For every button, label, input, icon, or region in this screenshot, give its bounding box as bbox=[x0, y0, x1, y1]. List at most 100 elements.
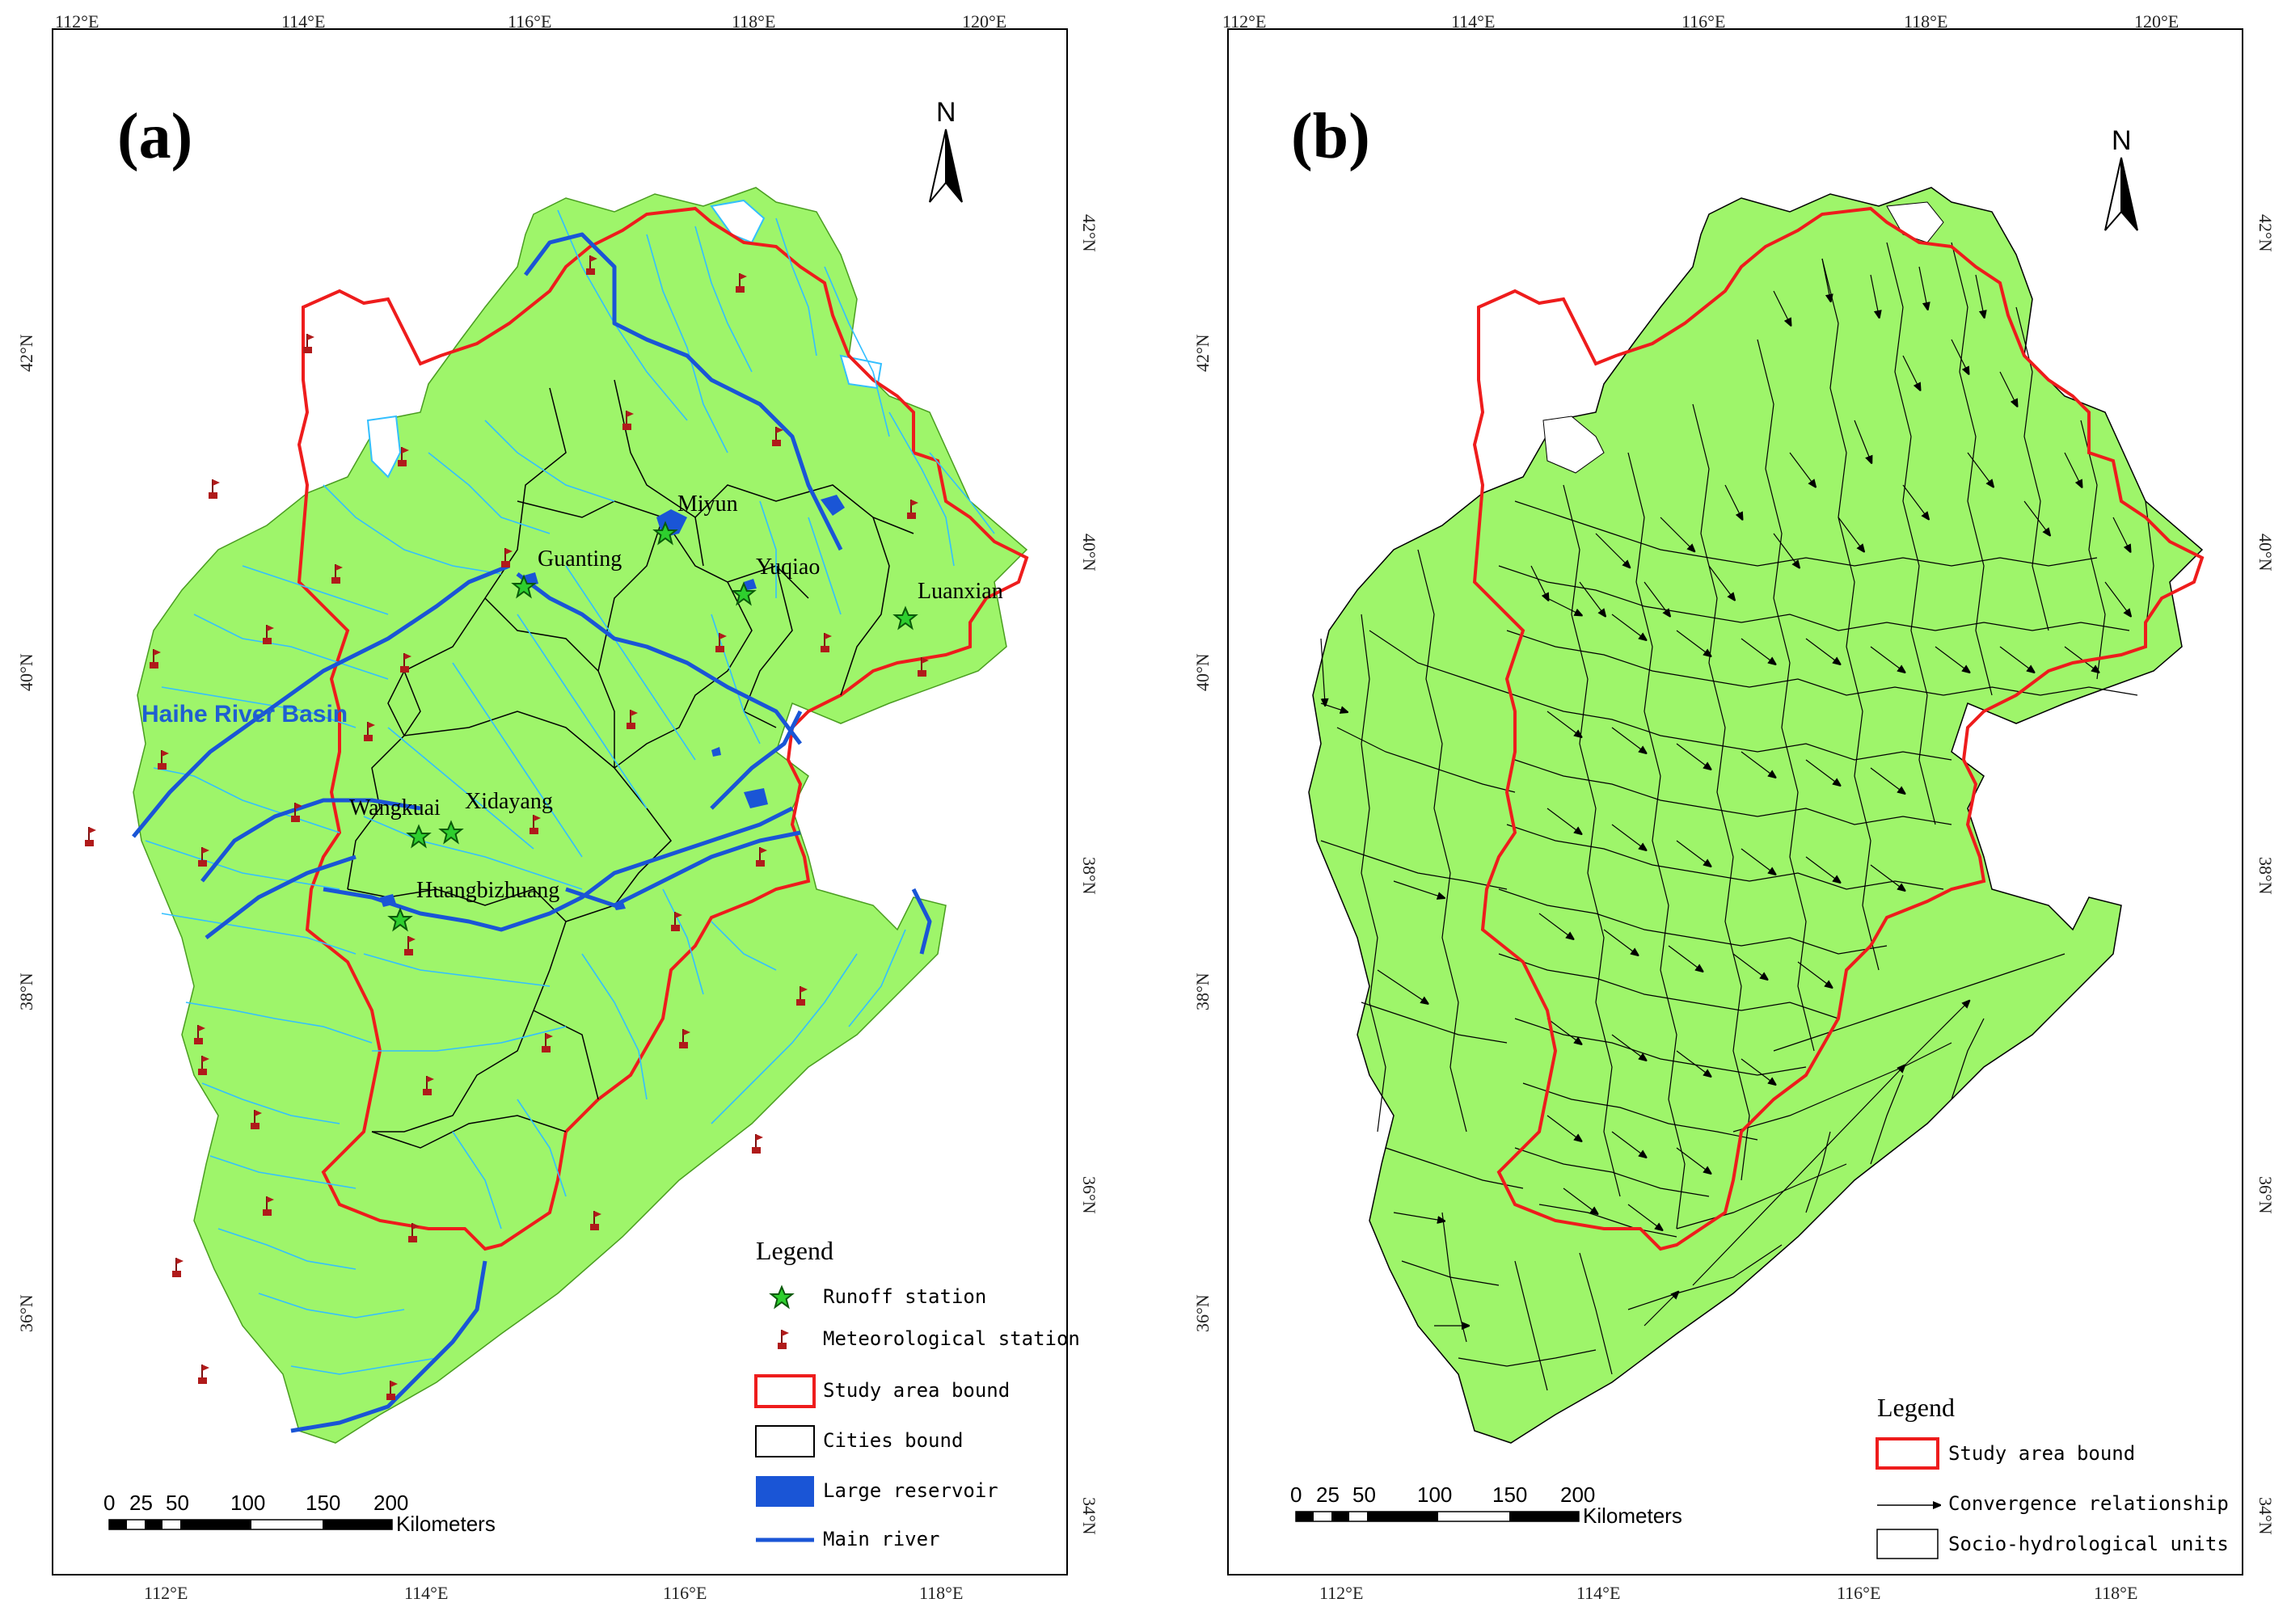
station-label: Yuqiao bbox=[756, 555, 820, 580]
legend-item: Socio-hydrological units bbox=[1948, 1533, 2229, 1555]
tick-label: 118°E bbox=[1904, 11, 1947, 32]
legend-item: Main river bbox=[823, 1528, 940, 1550]
svg-text:50: 50 bbox=[166, 1491, 189, 1515]
panel-label: (b) bbox=[1291, 101, 1370, 172]
tick-label: 120°E bbox=[2134, 11, 2179, 32]
tick-label: 36°N bbox=[2255, 1176, 2276, 1214]
north-arrow-icon: N bbox=[2104, 125, 2138, 231]
lake bbox=[710, 199, 766, 244]
tick-label: 120°E bbox=[962, 11, 1006, 32]
basin-land bbox=[1308, 187, 2204, 1444]
legend-item: Meteorological station bbox=[823, 1327, 1080, 1350]
legend-title: Legend bbox=[1877, 1393, 1955, 1422]
svg-text:Kilometers: Kilometers bbox=[1583, 1504, 1682, 1528]
svg-text:200: 200 bbox=[373, 1491, 408, 1515]
rivers bbox=[145, 209, 995, 1375]
svg-text:25: 25 bbox=[1316, 1483, 1340, 1507]
tick-label: 118°E bbox=[2094, 1583, 2137, 1603]
tick-label: 116°E bbox=[508, 11, 551, 32]
graticule-labels: 112°E 114°E 116°E 118°E 120°E 112°E 114°… bbox=[16, 11, 1099, 1603]
legend-item: Study area bound bbox=[1948, 1442, 2135, 1465]
panel-a: 112°E 114°E 116°E 118°E 120°E 112°E 114°… bbox=[16, 11, 1099, 1603]
tick-label: 116°E bbox=[1681, 11, 1725, 32]
tick-label: 114°E bbox=[1576, 1583, 1620, 1603]
tick-label: 40°N bbox=[1079, 534, 1099, 572]
tick-label: 118°E bbox=[919, 1583, 963, 1603]
convergence-relationships bbox=[1320, 258, 2287, 1326]
tick-label: 114°E bbox=[404, 1583, 448, 1603]
lake bbox=[366, 415, 402, 479]
svg-text:100: 100 bbox=[230, 1491, 265, 1515]
tick-label: 116°E bbox=[1837, 1583, 1880, 1603]
legend: Legend Runoff station Meteorological sta… bbox=[754, 1236, 1080, 1550]
tick-label: 114°E bbox=[281, 11, 325, 32]
graticule-labels: 112°E 114°E 116°E 118°E 120°E 112°E 114°… bbox=[1192, 11, 2276, 1603]
station-label: Guanting bbox=[538, 546, 622, 572]
svg-text:N: N bbox=[2112, 125, 2132, 156]
panel-label: (a) bbox=[117, 101, 192, 172]
tick-label: 116°E bbox=[663, 1583, 707, 1603]
station-label: Miyun bbox=[677, 491, 738, 517]
tick-label: 36°N bbox=[1192, 1294, 1213, 1332]
scale-bar: 0 25 50 100 150 200 Kilometers bbox=[103, 1491, 496, 1536]
legend-item: Cities bound bbox=[823, 1429, 963, 1452]
tick-label: 38°N bbox=[1079, 857, 1099, 895]
tick-label: 112°E bbox=[144, 1583, 188, 1603]
svg-text:Kilometers: Kilometers bbox=[396, 1512, 496, 1536]
svg-text:150: 150 bbox=[1492, 1483, 1527, 1507]
main-rivers bbox=[132, 232, 932, 1433]
tick-label: 112°E bbox=[1222, 11, 1266, 32]
svg-text:200: 200 bbox=[1560, 1483, 1595, 1507]
basin-land bbox=[133, 187, 1028, 1444]
tick-label: 38°N bbox=[1192, 972, 1213, 1010]
tick-label: 36°N bbox=[1079, 1176, 1099, 1214]
legend-item: Large reservoir bbox=[823, 1479, 998, 1502]
station-label: Xidayang bbox=[465, 789, 553, 814]
legend-item: Convergence relationship bbox=[1948, 1492, 2229, 1515]
svg-text:0: 0 bbox=[1290, 1483, 1302, 1507]
study-area-bound bbox=[1472, 206, 2205, 1251]
svg-text:0: 0 bbox=[103, 1491, 115, 1515]
basin-label: Haihe River Basin bbox=[141, 701, 348, 728]
tick-label: 42°N bbox=[2255, 214, 2276, 252]
tick-label: 112°E bbox=[55, 11, 99, 32]
tick-label: 36°N bbox=[16, 1294, 36, 1332]
svg-text:N: N bbox=[936, 97, 956, 128]
station-label: Huangbizhuang bbox=[416, 878, 559, 903]
legend-item: Study area bound bbox=[823, 1379, 1010, 1402]
socio-hydrological-units bbox=[1320, 242, 2154, 1391]
svg-text:150: 150 bbox=[306, 1491, 340, 1515]
station-label: Luanxian bbox=[918, 579, 1003, 604]
svg-text:50: 50 bbox=[1352, 1483, 1376, 1507]
station-label: Wangkuai bbox=[349, 795, 441, 820]
legend-item: Runoff station bbox=[823, 1285, 986, 1308]
tick-label: 40°N bbox=[1192, 653, 1213, 691]
scale-bar: 0 25 50 100 150 200 Kilometers bbox=[1290, 1483, 1682, 1528]
legend-swatch bbox=[754, 1374, 816, 1408]
legend: Legend Study area bound Convergence rela… bbox=[1876, 1393, 2229, 1559]
legend-swatch bbox=[1876, 1529, 1939, 1559]
tick-label: 42°N bbox=[1192, 334, 1213, 372]
tick-label: 40°N bbox=[2255, 534, 2276, 572]
tick-label: 118°E bbox=[732, 11, 775, 32]
svg-text:25: 25 bbox=[129, 1491, 153, 1515]
legend-title: Legend bbox=[756, 1236, 833, 1265]
panel-b: 112°E 114°E 116°E 118°E 120°E 112°E 114°… bbox=[1192, 11, 2287, 1603]
legend-swatch bbox=[1876, 1437, 1939, 1470]
svg-text:100: 100 bbox=[1417, 1483, 1452, 1507]
legend-swatch bbox=[755, 1425, 815, 1457]
tick-label: 40°N bbox=[16, 653, 36, 691]
tick-label: 42°N bbox=[16, 334, 36, 372]
tick-label: 38°N bbox=[16, 972, 36, 1010]
tick-label: 42°N bbox=[1079, 214, 1099, 252]
white-area bbox=[1542, 415, 1605, 474]
tick-label: 114°E bbox=[1451, 11, 1495, 32]
runoff-stations: Miyun Guanting Yuqiao Luanxian Wangkuai … bbox=[349, 491, 1003, 930]
tick-label: 112°E bbox=[1319, 1583, 1363, 1603]
legend-swatch bbox=[756, 1476, 814, 1507]
cities-bound bbox=[347, 379, 914, 1149]
tick-label: 34°N bbox=[1079, 1497, 1099, 1535]
tick-label: 34°N bbox=[2255, 1497, 2276, 1535]
tick-label: 38°N bbox=[2255, 857, 2276, 895]
